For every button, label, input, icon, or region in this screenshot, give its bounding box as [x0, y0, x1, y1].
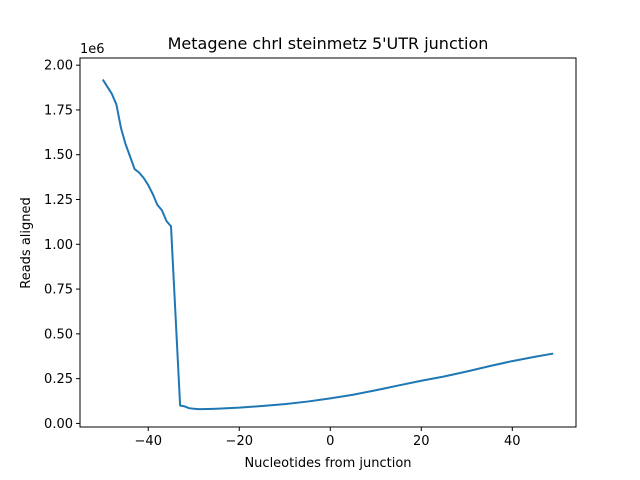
y-tick-label: 0.00: [44, 417, 73, 432]
x-tick-label: 40: [504, 434, 521, 449]
y-tick-label: 1.00: [44, 238, 73, 253]
y-tick-label: 1.75: [44, 103, 73, 118]
y-tick-label: 0.50: [44, 327, 73, 342]
x-tick-label: 0: [326, 434, 334, 449]
y-tick-label: 0.25: [44, 372, 73, 387]
series-line-0: [101, 78, 554, 411]
y-tick-label: 1.25: [44, 193, 73, 208]
x-tick-label: −20: [226, 434, 253, 449]
y-tick-label: 0.75: [44, 283, 73, 298]
y-axis-ticks: 0.00 0.25 0.50 0.75 1.00 1.25 1.50 1.75 2.00: [44, 59, 80, 432]
plot-area: [79, 57, 577, 428]
y-axis-label: Reads aligned: [19, 197, 34, 289]
y-tick-label: 1.50: [44, 148, 73, 163]
chart-title: Metagene chrI steinmetz 5'UTR junction: [168, 34, 489, 53]
y-tick-label: 2.00: [44, 59, 73, 74]
x-axis-ticks: −40 −20 0 20 40: [135, 427, 521, 449]
x-axis-label: Nucleotides from junction: [244, 456, 411, 471]
x-tick-label: −40: [135, 434, 162, 449]
x-tick-label: 20: [413, 434, 430, 449]
plot-frame: [79, 57, 577, 428]
y-axis-scale-label: 1e6: [80, 42, 105, 57]
